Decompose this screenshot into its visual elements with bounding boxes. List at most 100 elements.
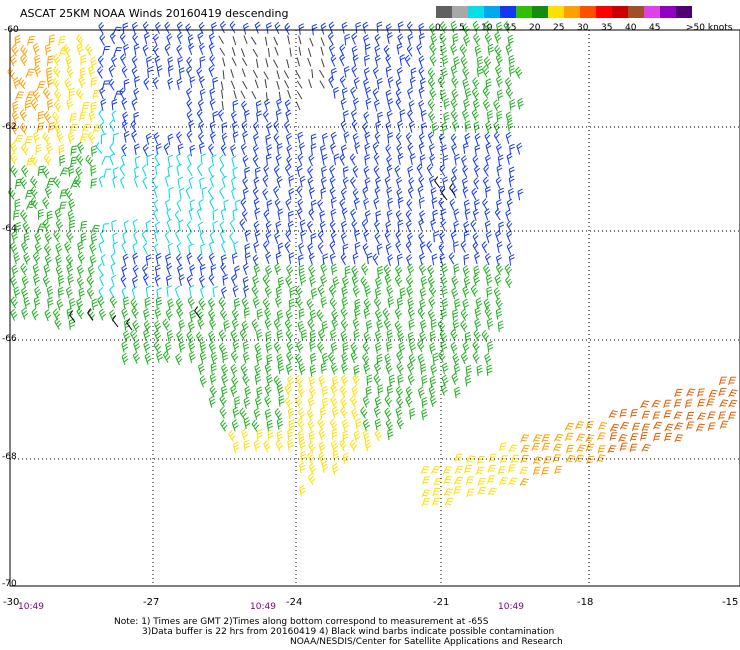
wind-barb-flag xyxy=(386,164,392,169)
wind-barb-flag xyxy=(186,232,192,237)
wind-barb-flag xyxy=(295,374,300,380)
wind-barb-flag xyxy=(428,308,433,314)
wind-barb xyxy=(273,322,279,331)
wind-barb xyxy=(297,134,301,144)
wind-barb-flag xyxy=(375,210,381,214)
wind-barb-flag xyxy=(275,265,281,270)
wind-barb-flag xyxy=(655,399,661,403)
wind-barb-flag xyxy=(375,299,380,304)
wind-barb-flag xyxy=(377,24,383,28)
wind-barb xyxy=(341,365,345,375)
wind-barb xyxy=(472,212,477,221)
wind-barb-flag xyxy=(34,64,40,69)
wind-barb-flag xyxy=(351,353,357,358)
wind-barb-flag xyxy=(344,134,350,138)
wind-barb-flag xyxy=(654,426,660,429)
wind-barb-flag xyxy=(485,142,491,146)
wind-barb-flag xyxy=(321,25,327,30)
wind-barb-flag xyxy=(189,199,196,203)
wind-barb-flag xyxy=(350,342,356,347)
wind-barb-flag xyxy=(121,352,127,357)
wind-barb xyxy=(329,422,336,431)
wind-barb-flag xyxy=(276,200,281,206)
wind-barb xyxy=(81,102,85,112)
wind-barb-flag xyxy=(340,187,346,193)
wind-barb-flag xyxy=(219,406,224,412)
wind-barb xyxy=(43,266,48,276)
wind-barb-flag xyxy=(132,351,138,356)
wind-barb-flag xyxy=(483,56,489,61)
wind-barb-flag xyxy=(471,187,476,193)
wind-barb-flag xyxy=(254,124,259,129)
wind-barb-flag xyxy=(395,209,401,215)
wind-barb-flag xyxy=(454,61,460,66)
wind-barb-flag xyxy=(53,176,57,182)
wind-barb-flag xyxy=(299,219,305,223)
wind-barb-flag xyxy=(397,119,403,124)
wind-barb-flag xyxy=(421,109,427,114)
wind-barb-flag xyxy=(297,377,302,382)
wind-barb-flag xyxy=(168,59,174,63)
wind-barb-flag xyxy=(209,341,214,346)
wind-barb-flag xyxy=(46,142,52,147)
wind-barb xyxy=(54,211,59,221)
wind-barb-flag xyxy=(334,156,340,160)
wind-barb xyxy=(212,79,215,89)
wind-barb-flag xyxy=(146,285,152,289)
wind-barb-flag xyxy=(167,332,173,337)
wind-barb-flag xyxy=(330,208,336,213)
wind-barb-flag xyxy=(367,255,373,259)
wind-barb-flag xyxy=(254,189,259,195)
wind-barb-flag xyxy=(23,214,28,220)
wind-barb xyxy=(470,288,477,297)
wind-barb-flag xyxy=(375,36,381,41)
wind-barb xyxy=(461,180,466,190)
wind-barb-flag xyxy=(377,80,383,85)
wind-barb-flag xyxy=(69,235,74,241)
wind-barb-flag xyxy=(85,43,90,49)
wind-barb-flag xyxy=(442,269,448,273)
wind-barb xyxy=(263,71,269,80)
wind-barb-flag xyxy=(23,59,28,64)
wind-barb xyxy=(495,266,501,276)
wind-barb-flag xyxy=(196,109,202,114)
wind-barb-flag xyxy=(486,231,491,235)
wind-barb-flag xyxy=(53,100,59,105)
wind-barb xyxy=(97,299,103,309)
wind-barb-flag xyxy=(23,232,30,236)
wind-barb-flag xyxy=(167,165,173,169)
wind-barb-flag xyxy=(57,133,63,138)
wind-barb xyxy=(387,101,391,111)
wind-barb-flag xyxy=(352,285,358,290)
wind-barb xyxy=(483,60,489,69)
wind-barb-flag xyxy=(121,65,127,71)
wind-barb-flag xyxy=(465,364,472,368)
wind-barb xyxy=(251,322,257,332)
wind-barb xyxy=(100,101,104,111)
wind-barb xyxy=(320,46,324,56)
wind-barb-flag xyxy=(464,208,470,212)
wind-barb xyxy=(243,420,247,429)
wind-barb xyxy=(330,331,334,341)
wind-barb-flag xyxy=(331,131,336,136)
wind-barb xyxy=(406,257,411,267)
wind-barb xyxy=(386,113,391,123)
wind-barb-flag xyxy=(266,223,272,228)
wind-barb xyxy=(374,312,380,321)
wind-barb xyxy=(437,323,444,333)
wind-barb xyxy=(363,309,367,319)
wind-barb-flag xyxy=(20,209,25,215)
wind-barb-flag xyxy=(487,43,494,47)
wind-barb xyxy=(164,234,170,244)
wind-barb-flag xyxy=(386,56,392,62)
wind-barb-flag xyxy=(443,380,449,385)
wind-barb-flag xyxy=(309,402,315,406)
wind-barb-flag xyxy=(66,58,72,63)
wind-barb xyxy=(386,288,391,297)
wind-barb xyxy=(242,377,248,386)
wind-barb-flag xyxy=(394,274,400,280)
wind-barb-flag xyxy=(299,142,305,146)
wind-barb xyxy=(65,258,72,267)
wind-barb-flag xyxy=(408,36,414,40)
wind-barb-flag xyxy=(352,112,357,117)
